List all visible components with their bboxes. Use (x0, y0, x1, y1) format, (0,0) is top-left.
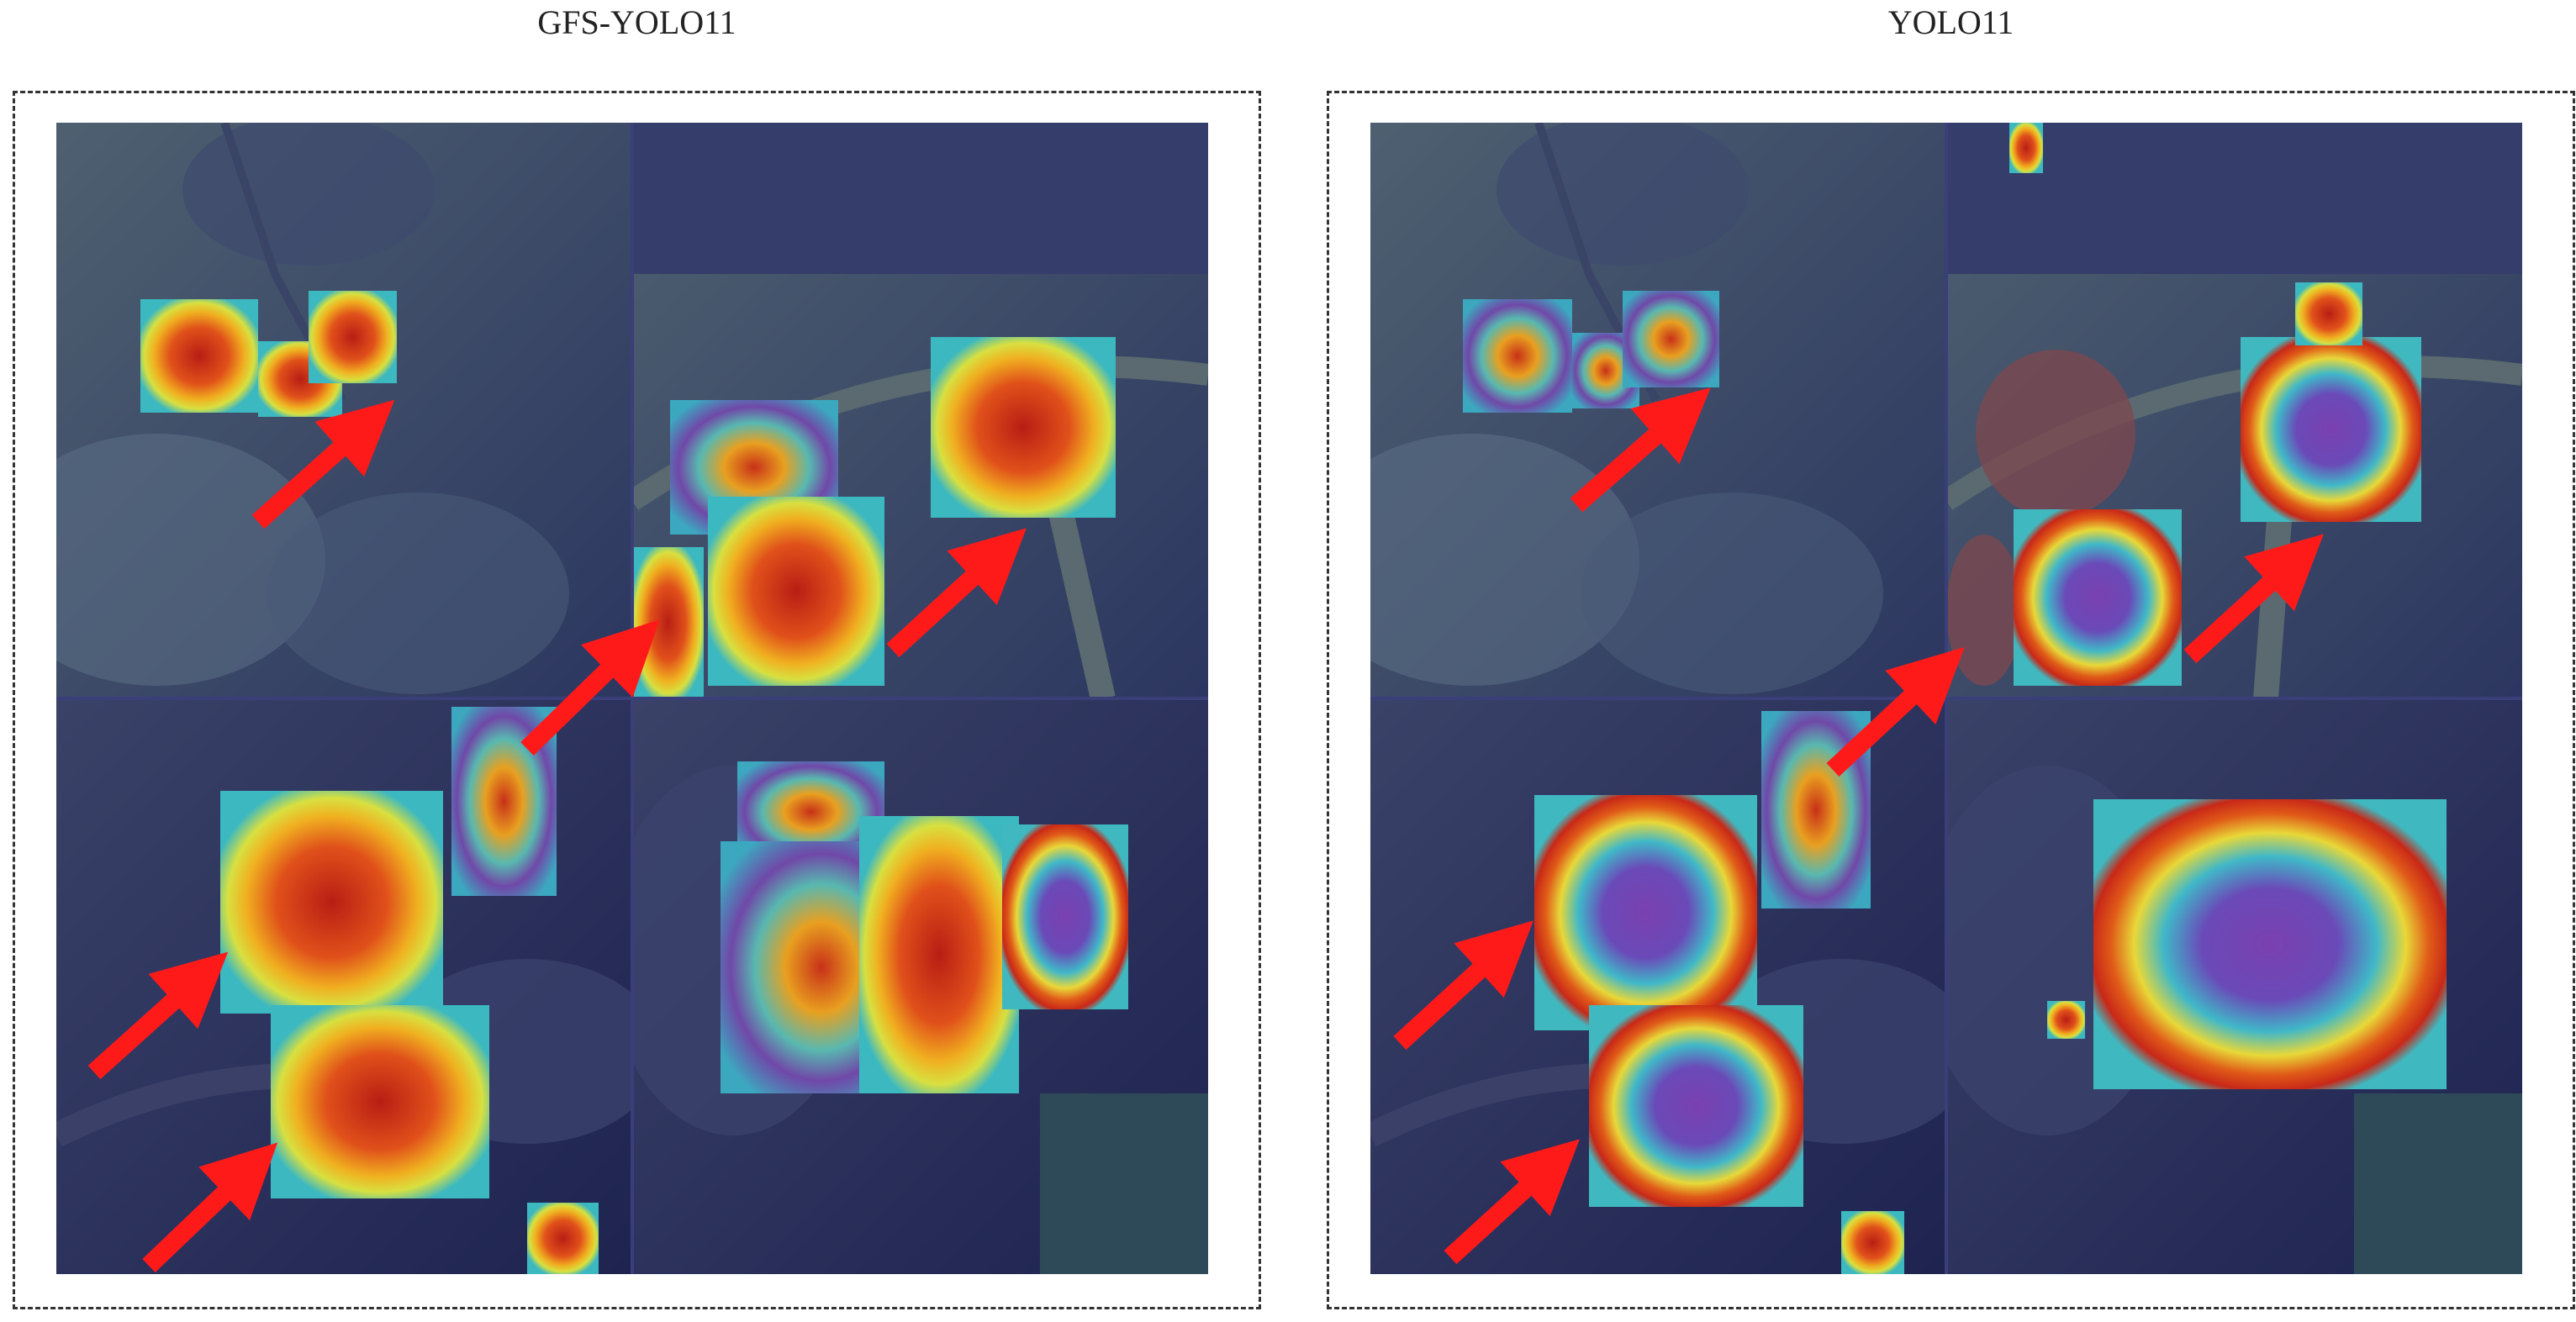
tile-bottom-right (632, 698, 1208, 1274)
right-panel-frame (1327, 91, 2575, 1309)
right-panel-title: YOLO11 (1887, 3, 2014, 41)
tile-top-right (1946, 123, 2522, 698)
tile-bottom-left (1370, 698, 1946, 1274)
tile-bottom-right (1946, 698, 2522, 1274)
right-heatmap-grid (1370, 123, 2522, 1274)
tile-top-right (632, 123, 1208, 698)
grid-divider-horizontal (1370, 697, 2522, 700)
left-panel-frame (13, 91, 1261, 1309)
tile-top-left (56, 123, 632, 698)
tile-top-left (1370, 123, 1946, 698)
left-panel-title: GFS-YOLO11 (537, 3, 736, 41)
left-heatmap-grid (56, 123, 1208, 1274)
grid-divider-horizontal (56, 697, 1208, 700)
tile-bottom-left (56, 698, 632, 1274)
